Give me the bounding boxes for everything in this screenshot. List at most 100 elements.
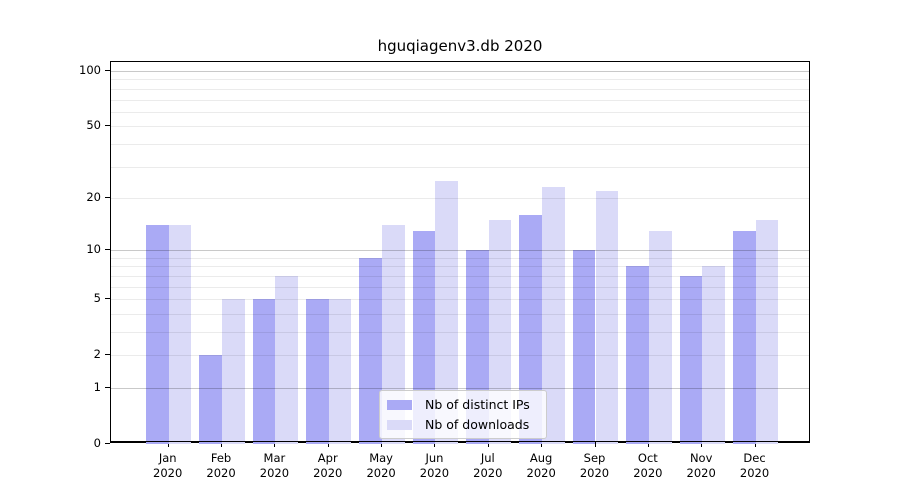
minor-gridline-8 bbox=[111, 266, 809, 268]
x-tick-label-nov: Nov 2020 bbox=[669, 451, 733, 481]
x-tick-month-dec: Dec bbox=[743, 451, 766, 465]
y-tick-label-1: 1 bbox=[93, 379, 101, 394]
y-tick-1 bbox=[105, 386, 110, 388]
x-tick-label-may: May 2020 bbox=[349, 451, 413, 481]
x-tick-label-dec: Dec 2020 bbox=[723, 451, 787, 481]
bar-downloads-aug bbox=[542, 187, 565, 444]
x-tick-month-sep: Sep bbox=[583, 451, 606, 465]
bar-downloads-jun bbox=[435, 180, 459, 444]
y-tick-10 bbox=[105, 249, 110, 251]
x-tick-year-nov: 2020 bbox=[686, 466, 716, 480]
y-tick-0 bbox=[105, 443, 110, 444]
major-gridline-10 bbox=[111, 250, 809, 252]
x-tick-year-aug: 2020 bbox=[526, 466, 556, 480]
minor-gridline-60 bbox=[111, 111, 809, 113]
bar-downloads-dec bbox=[755, 219, 779, 444]
y-tick-label-50: 50 bbox=[86, 118, 101, 133]
legend-label-distinct-ips: Nb of distinct IPs bbox=[425, 397, 530, 412]
x-tick-year-jan: 2020 bbox=[153, 466, 183, 480]
y-tick-50 bbox=[105, 125, 110, 127]
bar-downloads-feb bbox=[222, 299, 245, 444]
legend-swatch-distinct-ips bbox=[387, 399, 412, 410]
bar-distinct-ips-aug bbox=[519, 215, 543, 444]
minor-gridline-4 bbox=[111, 313, 809, 315]
x-tick-oct bbox=[647, 443, 649, 447]
bar-downloads-may bbox=[382, 225, 405, 444]
bar-distinct-ips-apr bbox=[306, 299, 329, 444]
chart-title: hguqiagenv3.db 2020 bbox=[377, 37, 543, 55]
x-tick-nov bbox=[701, 443, 703, 447]
x-tick-label-jul: Jul 2020 bbox=[456, 451, 520, 481]
x-tick-month-nov: Nov bbox=[689, 451, 713, 465]
x-tick-jun bbox=[434, 443, 436, 447]
x-tick-year-jun: 2020 bbox=[419, 466, 450, 480]
minor-gridline-5 bbox=[111, 299, 809, 301]
y-tick-label-5: 5 bbox=[93, 291, 101, 306]
minor-gridline-50 bbox=[111, 126, 809, 128]
x-tick-month-jan: Jan bbox=[158, 451, 177, 465]
bar-distinct-ips-dec bbox=[732, 230, 756, 444]
bar-distinct-ips-oct bbox=[626, 266, 649, 444]
x-tick-year-may: 2020 bbox=[366, 466, 396, 480]
y-tick-label-0: 0 bbox=[93, 436, 101, 450]
x-tick-label-apr: Apr 2020 bbox=[296, 451, 360, 481]
x-tick-year-sep: 2020 bbox=[579, 466, 610, 480]
minor-gridline-70 bbox=[111, 99, 809, 101]
y-tick-label-10: 10 bbox=[86, 242, 101, 257]
bar-downloads-apr bbox=[328, 299, 352, 444]
minor-gridline-7 bbox=[111, 275, 809, 277]
x-tick-label-aug: Aug 2020 bbox=[509, 451, 573, 481]
x-tick-month-may: May bbox=[369, 451, 393, 465]
y-tick-2 bbox=[105, 354, 110, 356]
x-tick-label-oct: Oct 2020 bbox=[616, 451, 680, 481]
x-tick-month-mar: Mar bbox=[263, 451, 286, 465]
minor-gridline-20 bbox=[111, 197, 809, 199]
minor-gridline-80 bbox=[111, 88, 809, 90]
bar-distinct-ips-sep bbox=[572, 250, 596, 444]
x-tick-label-feb: Feb 2020 bbox=[189, 451, 253, 481]
bar-downloads-jul bbox=[488, 219, 512, 444]
x-tick-year-jul: 2020 bbox=[473, 466, 503, 480]
x-tick-may bbox=[381, 443, 383, 447]
bar-downloads-mar bbox=[275, 275, 299, 444]
x-tick-jul bbox=[487, 443, 489, 447]
x-tick-year-feb: 2020 bbox=[206, 466, 236, 480]
x-tick-jan bbox=[167, 443, 169, 447]
x-tick-label-jun: Jun 2020 bbox=[402, 451, 466, 481]
x-tick-month-aug: Aug bbox=[529, 451, 553, 465]
minor-gridline-40 bbox=[111, 143, 809, 145]
minor-gridline-30 bbox=[111, 166, 809, 168]
legend-label-downloads: Nb of downloads bbox=[425, 417, 530, 432]
major-gridline-1 bbox=[111, 387, 809, 389]
bar-distinct-ips-jan bbox=[146, 225, 169, 444]
bar-distinct-ips-nov bbox=[679, 275, 703, 444]
x-tick-year-mar: 2020 bbox=[259, 466, 290, 480]
bar-downloads-sep bbox=[595, 190, 619, 444]
x-tick-month-feb: Feb bbox=[210, 451, 232, 465]
bar-distinct-ips-mar bbox=[252, 299, 276, 444]
x-tick-year-apr: 2020 bbox=[313, 466, 343, 480]
legend-item-distinct-ips: Nb of distinct IPs bbox=[380, 397, 546, 413]
x-tick-year-oct: 2020 bbox=[633, 466, 663, 480]
x-tick-label-sep: Sep 2020 bbox=[563, 451, 627, 481]
minor-gridline-3 bbox=[111, 331, 809, 333]
bar-distinct-ips-feb bbox=[199, 355, 223, 444]
x-axis-line bbox=[111, 441, 809, 442]
x-tick-aug bbox=[541, 443, 543, 447]
y-tick-100 bbox=[105, 70, 110, 72]
x-tick-month-jul: Jul bbox=[480, 451, 495, 465]
bar-distinct-ips-may bbox=[359, 257, 383, 444]
x-tick-apr bbox=[327, 443, 329, 447]
x-tick-month-apr: Apr bbox=[317, 451, 338, 465]
x-tick-dec bbox=[754, 443, 756, 447]
minor-gridline-6 bbox=[111, 286, 809, 288]
legend-item-downloads: Nb of downloads bbox=[380, 417, 546, 433]
x-tick-label-jan: Jan 2020 bbox=[136, 451, 200, 481]
x-tick-year-dec: 2020 bbox=[739, 466, 770, 480]
y-tick-label-2: 2 bbox=[93, 347, 101, 362]
minor-gridline-9 bbox=[111, 257, 809, 259]
x-tick-feb bbox=[221, 443, 223, 447]
plot-area bbox=[110, 61, 810, 444]
bar-downloads-oct bbox=[648, 230, 672, 444]
